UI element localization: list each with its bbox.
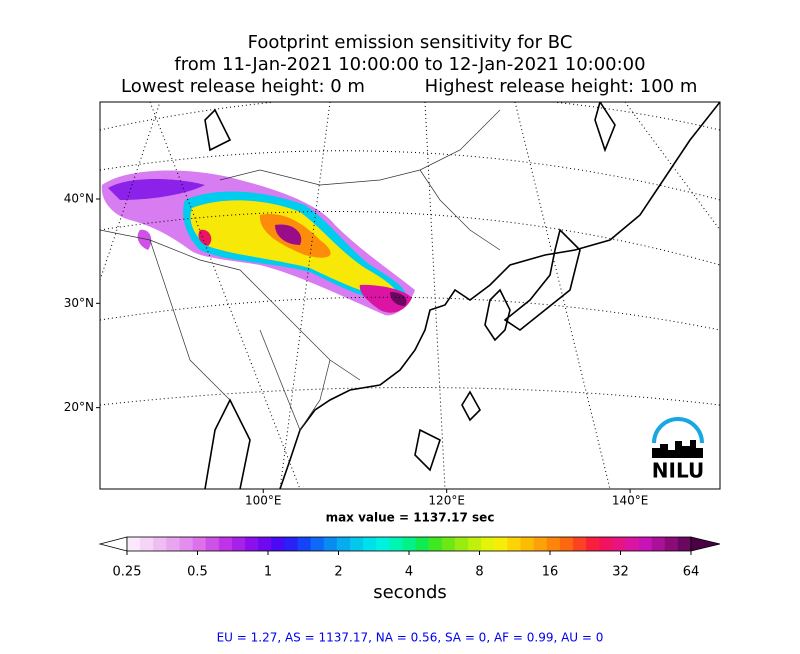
title-line: Lowest release height: 0 m [121,76,365,97]
colorbar-cell [258,537,272,551]
lat-tick-label: 20°N [64,400,94,414]
colorbar-tick-label: 4 [405,565,413,580]
colorbar-cell [625,537,640,551]
colorbar-cell [428,537,443,551]
colorbar-cell [245,537,259,551]
colorbar-tick-label: 8 [475,565,483,580]
colorbar-cell [140,537,154,551]
colorbar-cell [494,537,508,551]
colorbar-cell [651,537,666,551]
colorbar-cell [336,537,351,551]
colorbar-cell [271,537,285,551]
colorbar-cell [127,537,141,551]
colorbar-cell [612,537,626,551]
colorbar-cell [572,537,587,551]
colorbar-cell [205,537,220,551]
colorbar-cell [218,537,233,551]
colorbar-cell [389,537,403,551]
colorbar-cell [376,537,390,551]
max-value: max value = 1137.17 sec [326,511,495,525]
map-area [100,102,720,489]
title-line: Footprint emission sensitivity for BC [248,32,573,53]
colorbar-cell [153,537,167,551]
colorbar-tick-label: 2 [334,565,342,580]
graticule [100,102,720,489]
coastline [204,102,720,489]
colorbar-cell [415,537,430,551]
colorbar-cell [507,537,521,551]
region-summary: EU = 1.27, AS = 1137.17, NA = 0.56, SA =… [217,631,604,645]
colorbar-cell [520,537,535,551]
lat-tick-label: 30°N [64,296,94,310]
colorbar-cell [323,537,338,551]
colorbar-cell [559,537,574,551]
colorbar: 0.25 0.5 1 2 4 8 16 32 64 [98,536,721,580]
colorbar-tick-label: 64 [683,565,700,580]
border [100,109,501,431]
colorbar-cell [284,537,299,551]
colorbar-cell [402,537,417,551]
lon-tick-label: 120°E [428,494,465,508]
plume [101,170,415,316]
colorbar-cell [533,537,548,551]
colorbar-extend-high [690,536,721,552]
colorbar-cell [310,537,325,551]
colorbar-cell [546,537,561,551]
colorbar-tick-label: 32 [612,565,629,580]
colorbar-cell [363,537,377,551]
colorbar-label: seconds [373,582,447,603]
lat-tick-label: 40°N [64,192,94,206]
lon-tick-label: 100°E [245,494,282,508]
colorbar-cell [179,537,194,551]
colorbar-tick-label: 1 [264,565,272,580]
colorbar-cell [481,537,495,551]
colorbar-cell [297,537,312,551]
logo: NILU [652,417,704,483]
colorbar-cell [231,537,246,551]
colorbar-tick-label: 0.5 [187,565,208,580]
colorbar-cell [454,537,469,551]
title-line: Highest release height: 100 m [425,76,698,97]
colorbar-cell [349,537,364,551]
colorbar-cell [586,537,600,551]
map-frame [99,101,721,490]
colorbar-cell [599,537,613,551]
colorbar-cell [166,537,180,551]
title-line: from 11-Jan-2021 10:00:00 to 12-Jan-2021… [174,54,645,75]
colorbar-cell [192,537,207,551]
colorbar-cell [677,537,692,551]
colorbar-cell [638,537,653,551]
colorbar-tick-label: 16 [542,565,559,580]
colorbar-cell [664,537,679,551]
colorbar-cell [441,537,456,551]
colorbar-tick-label: 0.25 [113,565,142,580]
lon-tick-label: 140°E [612,494,649,508]
colorbar-extend-low [98,536,128,552]
logo-text: NILU [652,459,704,483]
colorbar-cell [468,537,482,551]
